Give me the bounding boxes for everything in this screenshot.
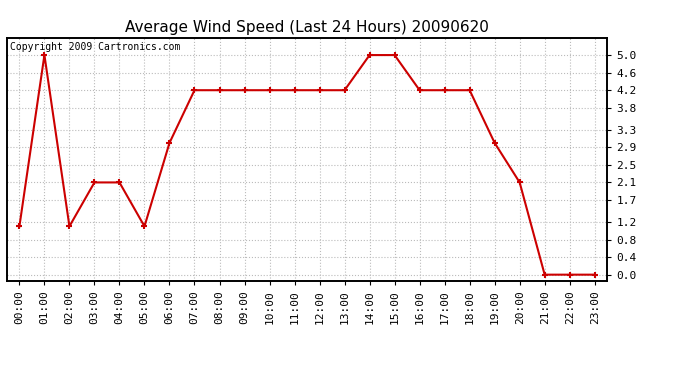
Title: Average Wind Speed (Last 24 Hours) 20090620: Average Wind Speed (Last 24 Hours) 20090…: [125, 20, 489, 35]
Text: Copyright 2009 Cartronics.com: Copyright 2009 Cartronics.com: [10, 42, 180, 52]
